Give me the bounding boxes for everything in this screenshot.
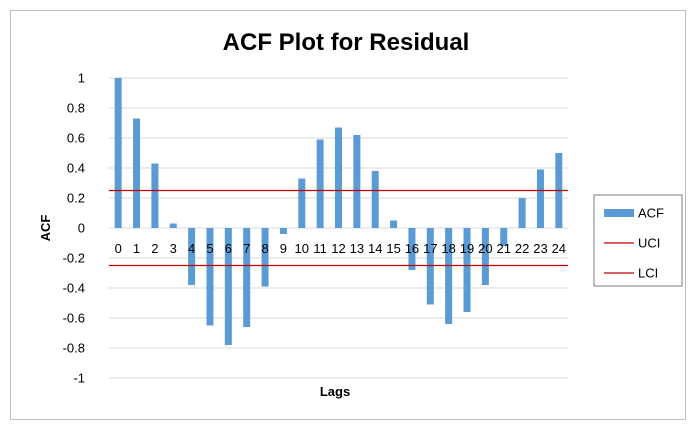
acf-bar-lag-1 [133, 118, 141, 228]
acf-bar-lag-23 [536, 169, 544, 228]
y-axis-title: ACF [38, 215, 53, 242]
acf-bar-lag-16 [408, 228, 416, 270]
acf-bar-lag-9 [279, 228, 287, 234]
acf-bar-lag-20 [481, 228, 489, 285]
lag-label: 19 [460, 241, 474, 256]
lag-label: 24 [552, 241, 566, 256]
acf-bar-lag-2 [151, 163, 159, 228]
lag-label: 4 [188, 241, 195, 256]
y-tick-label: 0.6 [67, 131, 85, 146]
y-tick-label: -0.4 [63, 281, 85, 296]
acf-bar-lag-15 [390, 220, 398, 228]
acf-bar-lag-22 [518, 198, 526, 228]
y-tick-label: 0.4 [67, 161, 85, 176]
acf-bar-lag-4 [188, 228, 196, 285]
lag-label: 8 [261, 241, 268, 256]
chart-title: ACF Plot for Residual [223, 29, 470, 56]
legend-label-acf: ACF [638, 206, 664, 221]
acf-bar-lag-19 [463, 228, 471, 312]
lag-label: 11 [313, 241, 327, 256]
lag-label: 18 [441, 241, 455, 256]
lag-label: 21 [497, 241, 511, 256]
acf-bar-lag-12 [335, 127, 342, 228]
lag-label: 6 [225, 241, 232, 256]
y-tick-label: 0 [78, 221, 85, 236]
lag-label: 22 [515, 241, 529, 256]
lag-label: 0 [115, 241, 122, 256]
acf-bar-lag-7 [243, 228, 251, 327]
lag-labels: 0 1 2 3 4 5 6 7 8 9 10 11 12 13 14 15 16 17 18 19 20 21 22 23 24 [115, 241, 566, 256]
legend: ACF UCI LCI [593, 194, 683, 287]
legend-swatch-acf [604, 209, 634, 217]
acf-bar-lag-0 [114, 78, 122, 228]
y-tick-label: -0.6 [63, 311, 85, 326]
confidence-lines [109, 189, 568, 267]
lag-label: 5 [206, 241, 213, 256]
acf-bar-lag-18 [445, 228, 453, 324]
lag-label: 9 [280, 241, 287, 256]
acf-bar-lag-21 [500, 228, 508, 246]
acf-bar-lag-11 [316, 139, 324, 228]
lag-label: 3 [170, 241, 177, 256]
y-tick-label: 0.2 [67, 191, 85, 206]
x-axis-title: Lags [320, 384, 350, 399]
y-tick-labels: 1 0.8 0.6 0.4 0.2 0 -0.2 -0.4 -0.6 -0.8 -1 [63, 71, 85, 386]
lag-label: 14 [368, 241, 382, 256]
acf-bars [114, 78, 563, 345]
acf-bar-lag-3 [169, 223, 177, 228]
acf-bar-lag-8 [261, 228, 269, 287]
lag-label: 10 [295, 241, 309, 256]
lag-label: 17 [423, 241, 437, 256]
lag-label: 12 [331, 241, 345, 256]
legend-label-lci: LCI [638, 266, 658, 281]
acf-bar-lag-17 [426, 228, 434, 305]
lag-label: 13 [350, 241, 364, 256]
y-tick-label: -1 [73, 371, 85, 386]
y-tick-label: -0.8 [63, 341, 85, 356]
lag-label: 23 [533, 241, 547, 256]
lag-label: 2 [151, 241, 158, 256]
lag-label: 7 [243, 241, 250, 256]
lag-label: 16 [405, 241, 419, 256]
acf-bar-lag-14 [371, 171, 379, 228]
lag-label: 20 [478, 241, 492, 256]
legend-label-uci: UCI [638, 236, 660, 251]
acf-bar-lag-13 [353, 135, 361, 228]
acf-bar-lag-5 [206, 228, 214, 326]
gridlines [109, 77, 568, 379]
y-tick-label: -0.2 [63, 251, 85, 266]
y-tick-label: 1 [78, 71, 85, 86]
acf-bar-lag-6 [224, 228, 232, 345]
y-tick-label: 0.8 [67, 101, 85, 116]
lag-label: 15 [386, 241, 400, 256]
lag-label: 1 [133, 241, 140, 256]
acf-bar-lag-10 [298, 178, 306, 228]
